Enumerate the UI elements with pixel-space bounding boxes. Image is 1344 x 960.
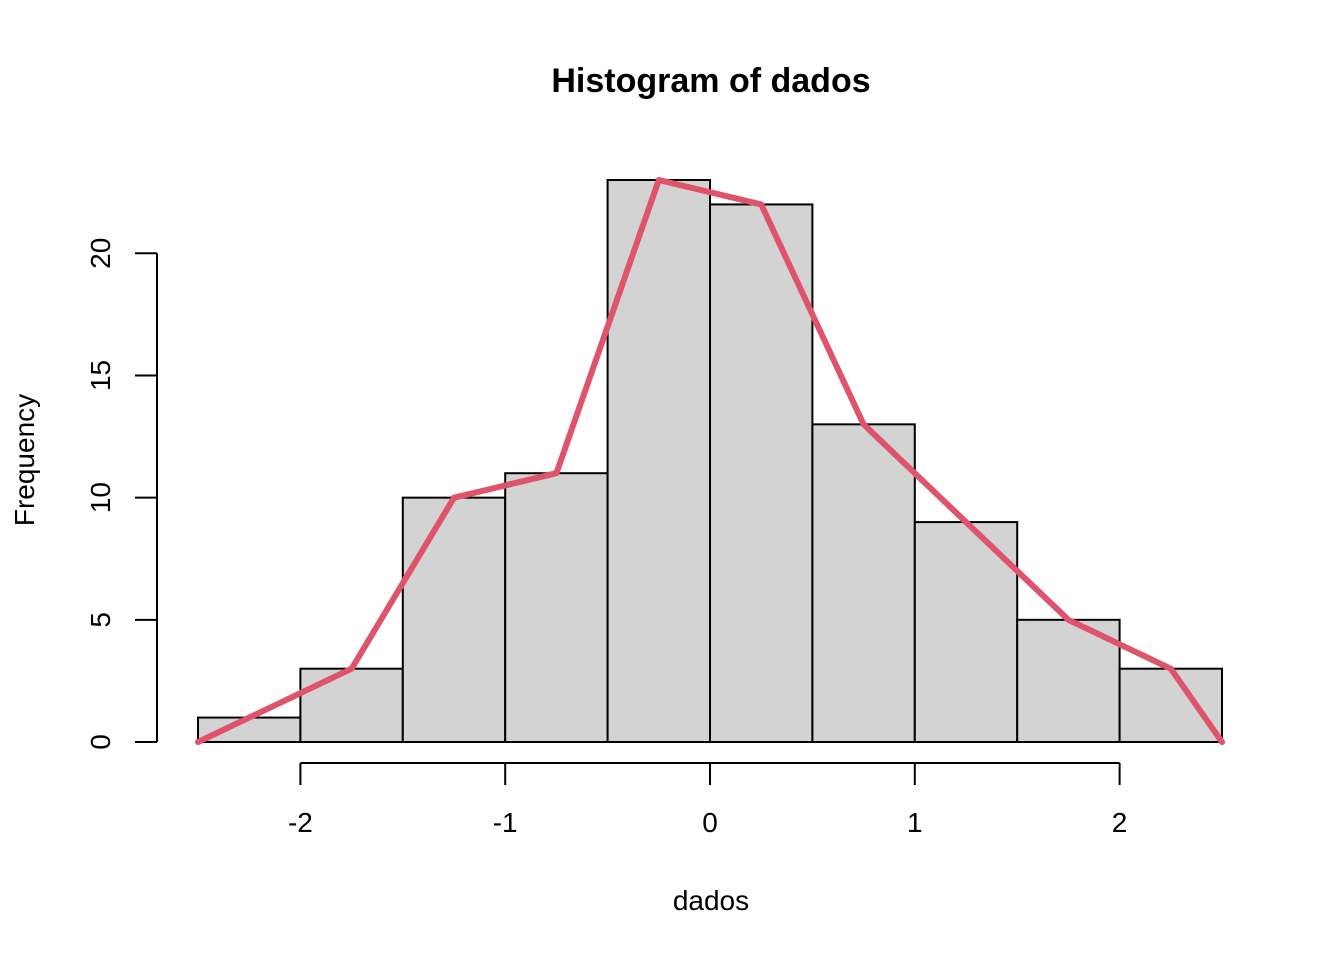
y-tick-label-0: 0	[85, 734, 116, 750]
histogram-bar-4	[606, 179, 711, 743]
chart-title: Histogram of dados	[551, 62, 870, 100]
frequency-polygon-group	[195, 177, 1225, 745]
x-tick-label-2: 0	[702, 807, 718, 838]
bars-group	[197, 179, 1223, 744]
x-tick-label-0: -2	[288, 807, 313, 838]
y-tick-label-1: 5	[85, 612, 116, 628]
x-axis: -2 -1 0 1 2	[288, 762, 1128, 838]
histogram-bar-3	[504, 472, 609, 743]
histogram-bar-2	[401, 496, 507, 743]
y-tick-label-4: 20	[85, 238, 116, 269]
y-axis-label: Frequency	[9, 394, 40, 526]
histogram-bar-1	[299, 667, 404, 744]
frequency-polygon-line	[195, 177, 1225, 745]
x-tick-label-3: 1	[907, 807, 923, 838]
y-tick-label-3: 15	[85, 360, 116, 391]
x-axis-label: dados	[673, 885, 749, 916]
x-tick-label-1: -1	[493, 807, 518, 838]
histogram-bar-0	[197, 716, 302, 744]
y-tick-label-2: 10	[85, 482, 116, 513]
histogram-bar-5	[709, 203, 814, 744]
histogram-bar-6	[811, 423, 916, 743]
y-axis: 0 5 10 15 20	[85, 238, 158, 750]
histogram-bar-9	[1118, 667, 1223, 744]
x-tick-label-4: 2	[1112, 807, 1128, 838]
